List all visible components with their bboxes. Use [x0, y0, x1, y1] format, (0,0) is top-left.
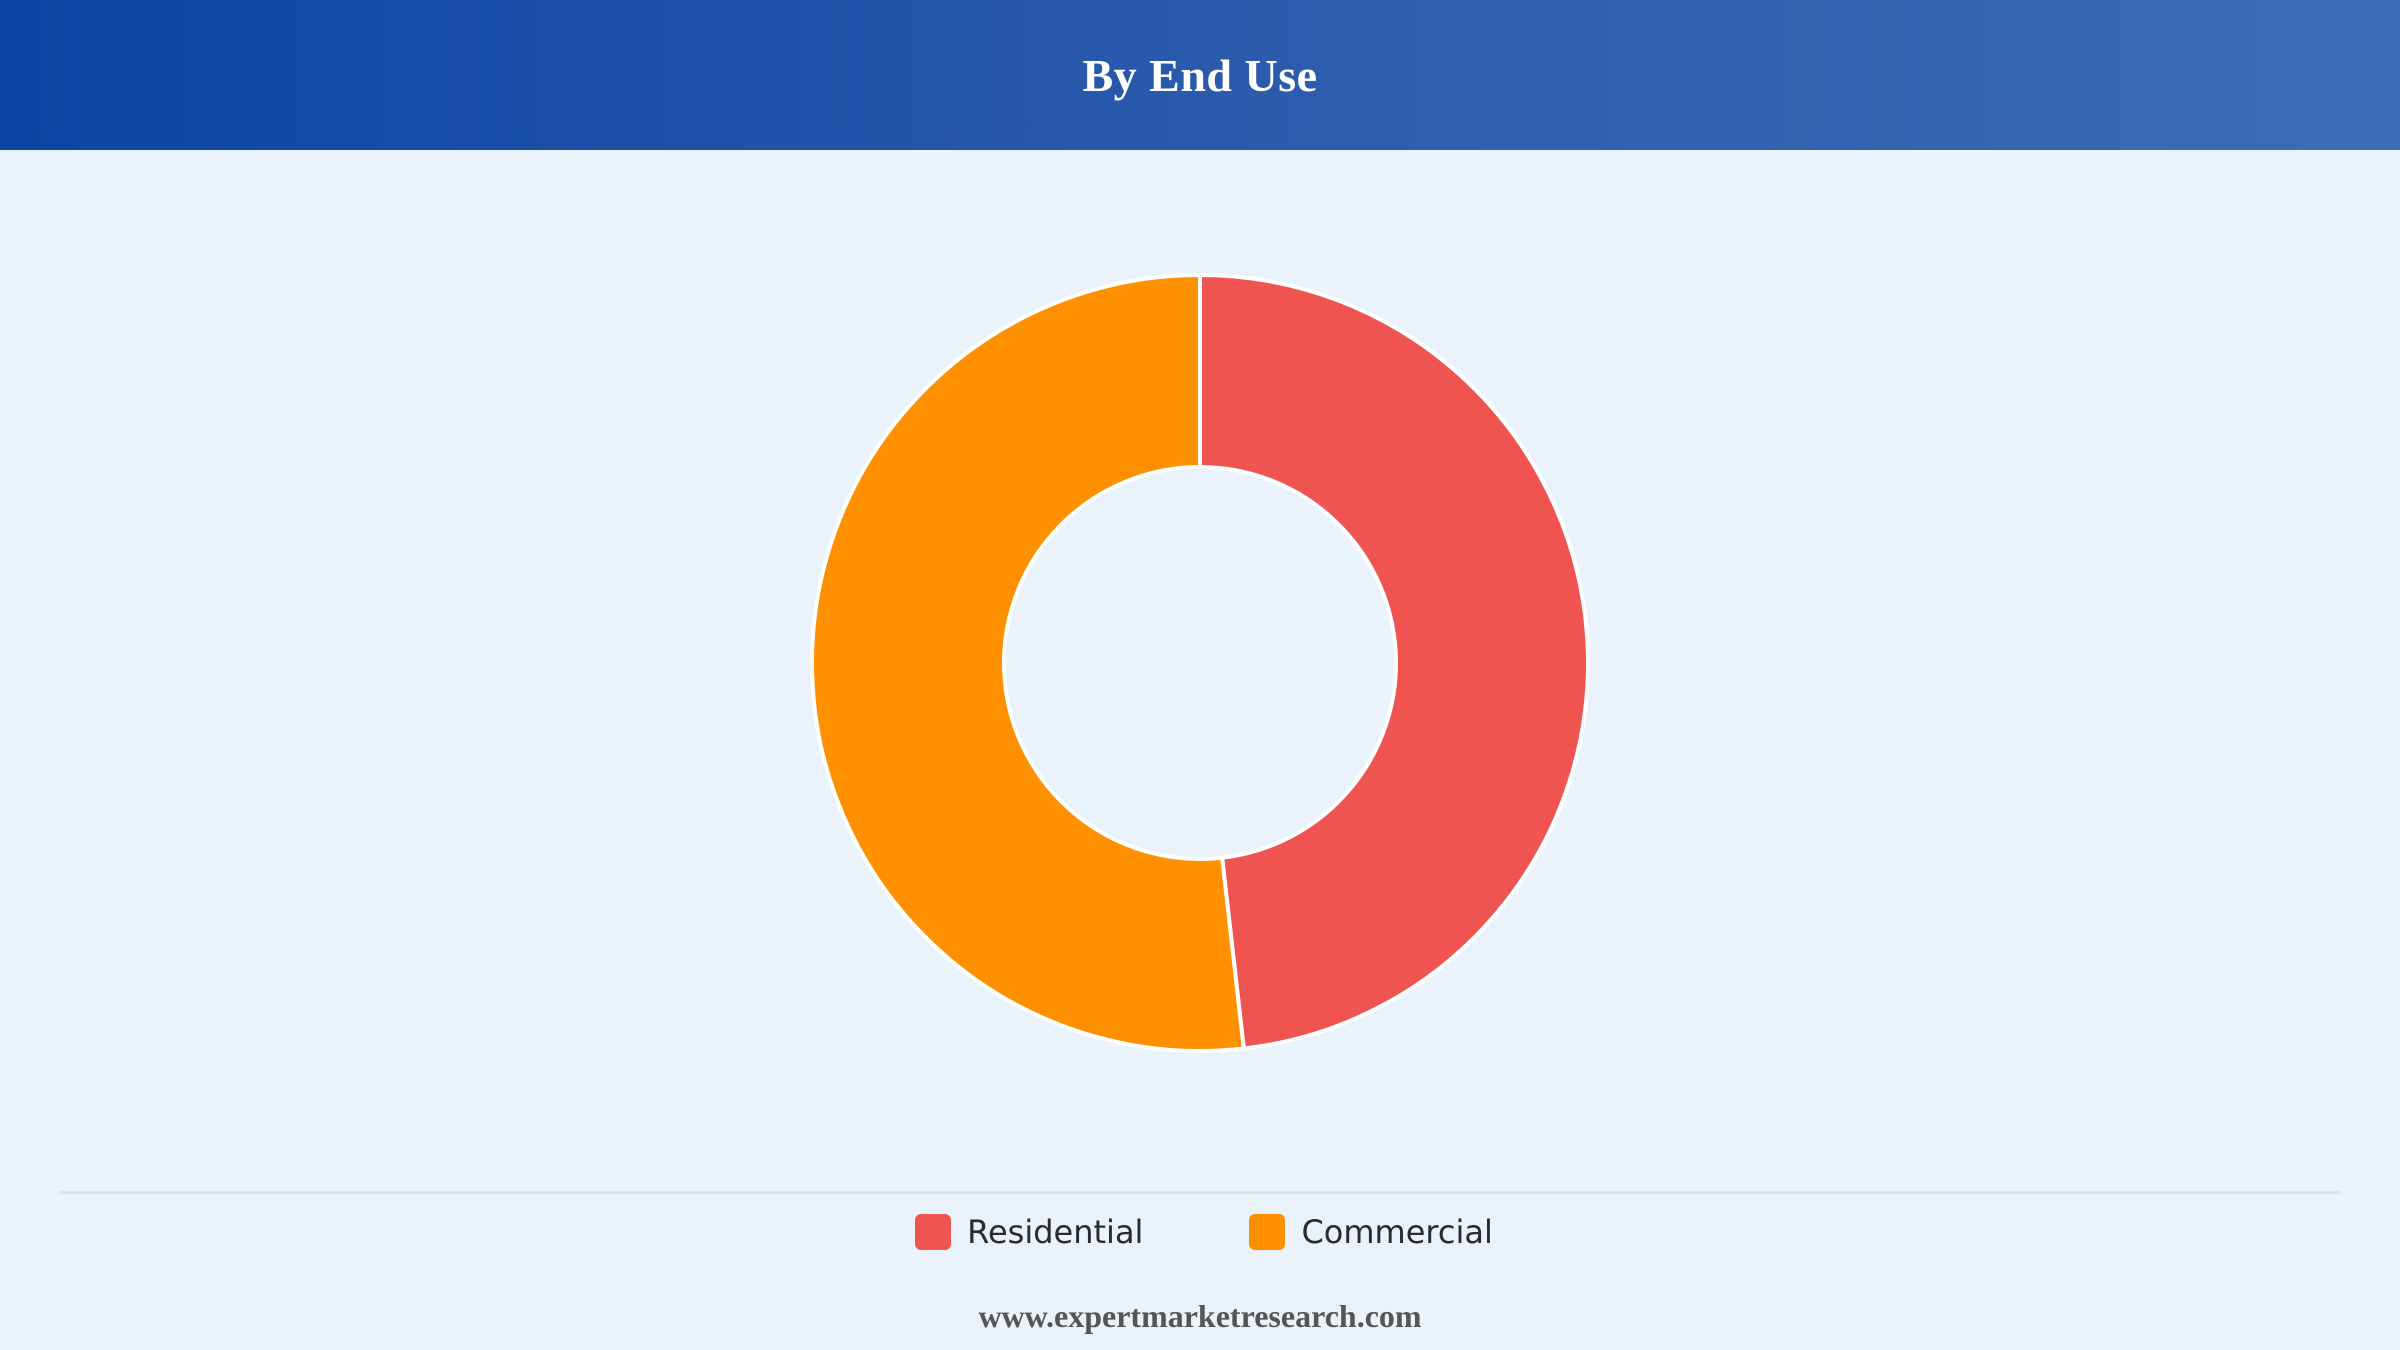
- source-url: www.expertmarketresearch.com: [978, 1298, 1422, 1334]
- chart-area: [0, 150, 2400, 1185]
- legend-label: Commercial: [1301, 1213, 1493, 1251]
- legend-label: Residential: [967, 1213, 1144, 1251]
- legend-item-residential[interactable]: Residential: [915, 1213, 1143, 1251]
- legend-divider: [60, 1191, 2340, 1194]
- donut-slice-commercial[interactable]: [810, 273, 1246, 1053]
- legend-swatch: [1249, 1214, 1286, 1250]
- donut-chart: [810, 273, 1590, 1053]
- donut-slice-residential[interactable]: [1198, 273, 1590, 1051]
- chart-legend: Residential Commercial: [0, 1208, 2400, 1256]
- chart-title: By End Use: [1082, 49, 1318, 101]
- chart-header: By End Use: [0, 0, 2400, 150]
- legend-item-commercial[interactable]: Commercial: [1249, 1213, 1493, 1251]
- legend-swatch: [915, 1214, 952, 1250]
